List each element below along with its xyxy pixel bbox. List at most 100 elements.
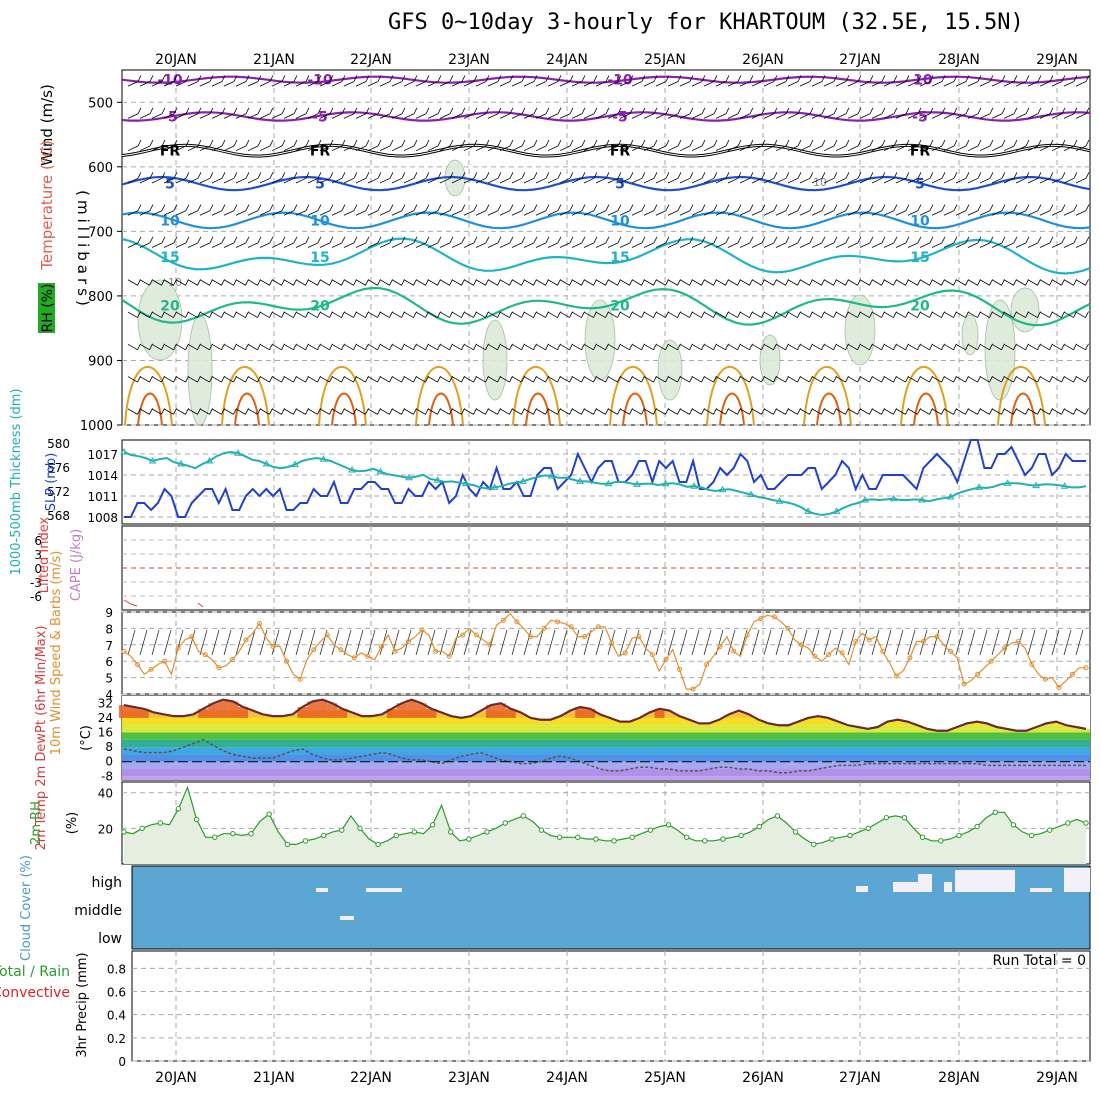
rh-marker	[212, 834, 218, 840]
wind-barb	[919, 242, 931, 248]
wind-barb	[235, 113, 247, 119]
wind10m-marker	[189, 634, 195, 640]
wind-barb	[271, 242, 283, 248]
wind-barb-flag	[197, 311, 201, 318]
wind-barb-flag	[521, 236, 526, 244]
precip-ticks: 00.20.40.60.8	[107, 962, 126, 1069]
wind10m-marker	[1002, 645, 1008, 651]
pressure-tick-label: 1000	[80, 419, 113, 434]
wind-barb-flag	[413, 139, 418, 147]
wind-barb-flag	[545, 279, 549, 286]
wind-barb	[415, 242, 427, 248]
wind-barb	[787, 177, 799, 184]
wind-barb-flag	[185, 236, 190, 244]
wind-barb-flag	[197, 343, 201, 350]
warm-contour-loop	[803, 365, 852, 426]
thickness-marker	[1003, 479, 1012, 486]
wind10m-marker	[202, 652, 208, 658]
wind-barb-flag	[137, 107, 142, 114]
wind-barb	[319, 145, 331, 152]
wind-barb	[571, 145, 583, 152]
wind-barb-flag	[437, 75, 442, 82]
wind-barb-flag	[161, 139, 166, 147]
wind-barb	[259, 113, 271, 119]
rh-marker	[865, 825, 871, 832]
wind-barb	[259, 279, 270, 286]
wind-barb-flag	[365, 343, 369, 350]
wind-barb-flag	[917, 107, 922, 114]
wind-barb	[247, 177, 259, 184]
wind-barb-flag	[1025, 75, 1030, 82]
rh-marker	[1065, 820, 1071, 826]
wind-barb	[811, 311, 822, 318]
wind-barb-flag	[497, 204, 502, 211]
wind-barb	[163, 408, 174, 415]
wind-barb	[883, 408, 894, 415]
wind-barb	[691, 145, 703, 152]
wind-barb-flag	[461, 172, 466, 179]
wind-barb-flag	[641, 408, 645, 415]
thickness-marker	[462, 479, 470, 487]
wind-barb-flag	[521, 75, 526, 82]
wind-barb	[1015, 177, 1027, 184]
wind-barb-flag	[665, 343, 669, 350]
wind10m-marker	[406, 639, 412, 645]
wind-barb-flag	[605, 139, 610, 147]
wind-barb-flag	[773, 236, 778, 244]
wind-barb	[775, 210, 787, 216]
wind-barb-flag	[713, 343, 717, 350]
wind-barb-flag	[269, 107, 274, 114]
wind10m-marker	[880, 648, 886, 654]
wind-barb-flag	[989, 172, 994, 179]
wind-barb	[199, 113, 211, 119]
wind-barb	[691, 242, 703, 248]
wind-barb-flag	[989, 236, 994, 244]
temp-peak-fill	[218, 699, 229, 718]
wind-barb	[367, 311, 378, 318]
wind-barb-flag	[881, 204, 886, 211]
wind-barb	[871, 177, 883, 184]
wind-barb	[367, 343, 378, 351]
wind-barb-flag	[761, 343, 765, 350]
wind10m-marker	[1083, 665, 1089, 671]
wind-barb	[1003, 311, 1014, 318]
wind-barb-flag	[581, 236, 586, 244]
wind-barb-flag	[281, 311, 285, 318]
wind-barb-flag	[149, 375, 153, 383]
wind-barb	[823, 343, 834, 351]
wind-barb	[367, 145, 379, 152]
wind-barb	[847, 408, 858, 415]
wind-barb-flag	[137, 408, 141, 415]
wind-barb-flag	[785, 236, 790, 244]
wind-barb	[883, 311, 894, 318]
wind10m-barb	[847, 629, 856, 656]
wind-barb-flag	[233, 343, 237, 350]
wind-barb	[463, 311, 474, 318]
wind-barb-flag	[545, 204, 550, 211]
wind-barb	[907, 279, 918, 286]
wind-barb-flag	[485, 172, 490, 179]
wind-barb	[283, 279, 294, 286]
wind-barb-flag	[641, 279, 645, 286]
wind-barb-flag	[1025, 375, 1029, 383]
wind-barb-flag	[749, 375, 753, 383]
wind-barb	[439, 177, 451, 184]
wind-barb	[547, 408, 558, 415]
temp-peak-fill	[396, 703, 407, 718]
wind-barb-flag	[185, 204, 190, 211]
wind-barb	[247, 376, 258, 383]
wind-barb-flag	[965, 375, 969, 383]
wind-barb	[679, 376, 690, 383]
wind-barb	[319, 343, 330, 351]
rh-fill	[124, 787, 1086, 864]
wind-barb	[475, 145, 487, 152]
wind-barb	[859, 408, 870, 415]
wind-barb-flag	[389, 139, 394, 147]
wind-barb-flag	[941, 236, 946, 244]
wind-barb	[379, 279, 390, 286]
precip-axis-label: 3hr Precip (mm)	[75, 952, 90, 1057]
wind10m-barb	[343, 629, 352, 656]
wind-barb	[163, 279, 174, 286]
wind-barb-flag	[605, 75, 610, 82]
